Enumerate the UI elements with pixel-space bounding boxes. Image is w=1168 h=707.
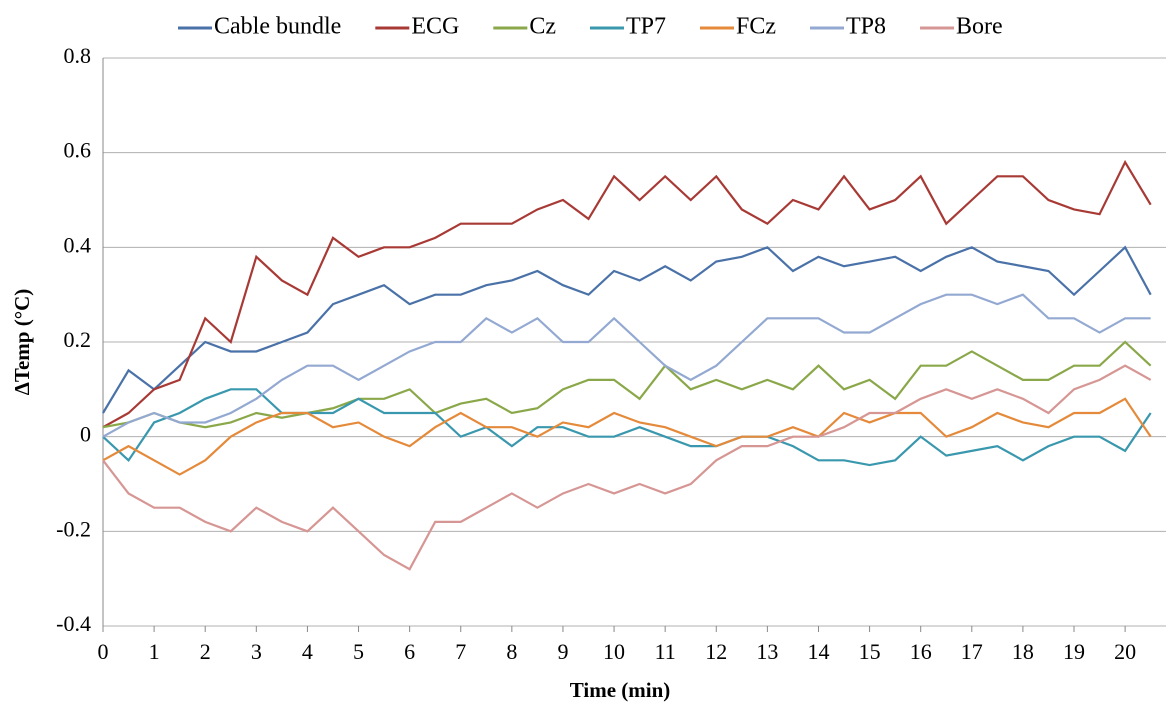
x-tick-label: 20 — [1114, 639, 1136, 664]
series-line — [102, 245, 1152, 414]
series-line — [102, 388, 1152, 467]
y-axis-label: ΔTemp (°C) — [10, 289, 34, 396]
legend-label: Cz — [529, 14, 556, 40]
x-axis-label: Time (min) — [570, 678, 671, 702]
x-tick-label: 6 — [404, 639, 415, 664]
x-tick-label: 0 — [98, 639, 109, 664]
series-line — [102, 293, 1151, 438]
legend-label: Bore — [956, 14, 1003, 40]
x-tick-label: 15 — [859, 639, 881, 664]
y-tick-label: -0.2 — [56, 516, 91, 541]
x-tick-label: 1 — [149, 639, 160, 664]
x-tick-label: 4 — [302, 639, 313, 664]
y-tick-label: 0.4 — [64, 232, 92, 257]
x-tick-label: 7 — [455, 639, 466, 664]
x-tick-label: 5 — [353, 639, 364, 664]
y-tick-label: 0.2 — [64, 327, 92, 352]
x-tick-label: 2 — [200, 639, 211, 664]
y-tick-label: 0 — [80, 422, 91, 447]
legend-label: FCz — [736, 14, 776, 40]
x-tick-label: 14 — [807, 639, 829, 664]
x-tick-label: 12 — [705, 639, 727, 664]
series-line — [102, 364, 1152, 571]
x-tick-label: 16 — [910, 639, 932, 664]
x-tick-label: 13 — [756, 639, 778, 664]
series-line — [102, 159, 1152, 429]
legend-label: TP7 — [626, 14, 666, 40]
y-tick-label: -0.4 — [56, 611, 91, 636]
x-tick-label: 9 — [557, 639, 568, 664]
x-tick-label: 3 — [251, 639, 262, 664]
x-tick-label: 19 — [1063, 639, 1085, 664]
legend-label: ECG — [411, 14, 459, 40]
legend-label: Cable bundle — [214, 14, 341, 40]
x-tick-label: 18 — [1012, 639, 1034, 664]
x-tick-label: 8 — [506, 639, 517, 664]
series-line — [102, 340, 1152, 429]
x-tick-label: 17 — [961, 639, 983, 664]
y-tick-label: 0.8 — [64, 43, 92, 68]
legend-label: TP8 — [846, 14, 886, 40]
series-line — [102, 397, 1152, 476]
y-tick-label: 0.6 — [64, 138, 92, 163]
x-tick-label: 10 — [603, 639, 625, 664]
x-tick-label: 11 — [655, 639, 676, 664]
